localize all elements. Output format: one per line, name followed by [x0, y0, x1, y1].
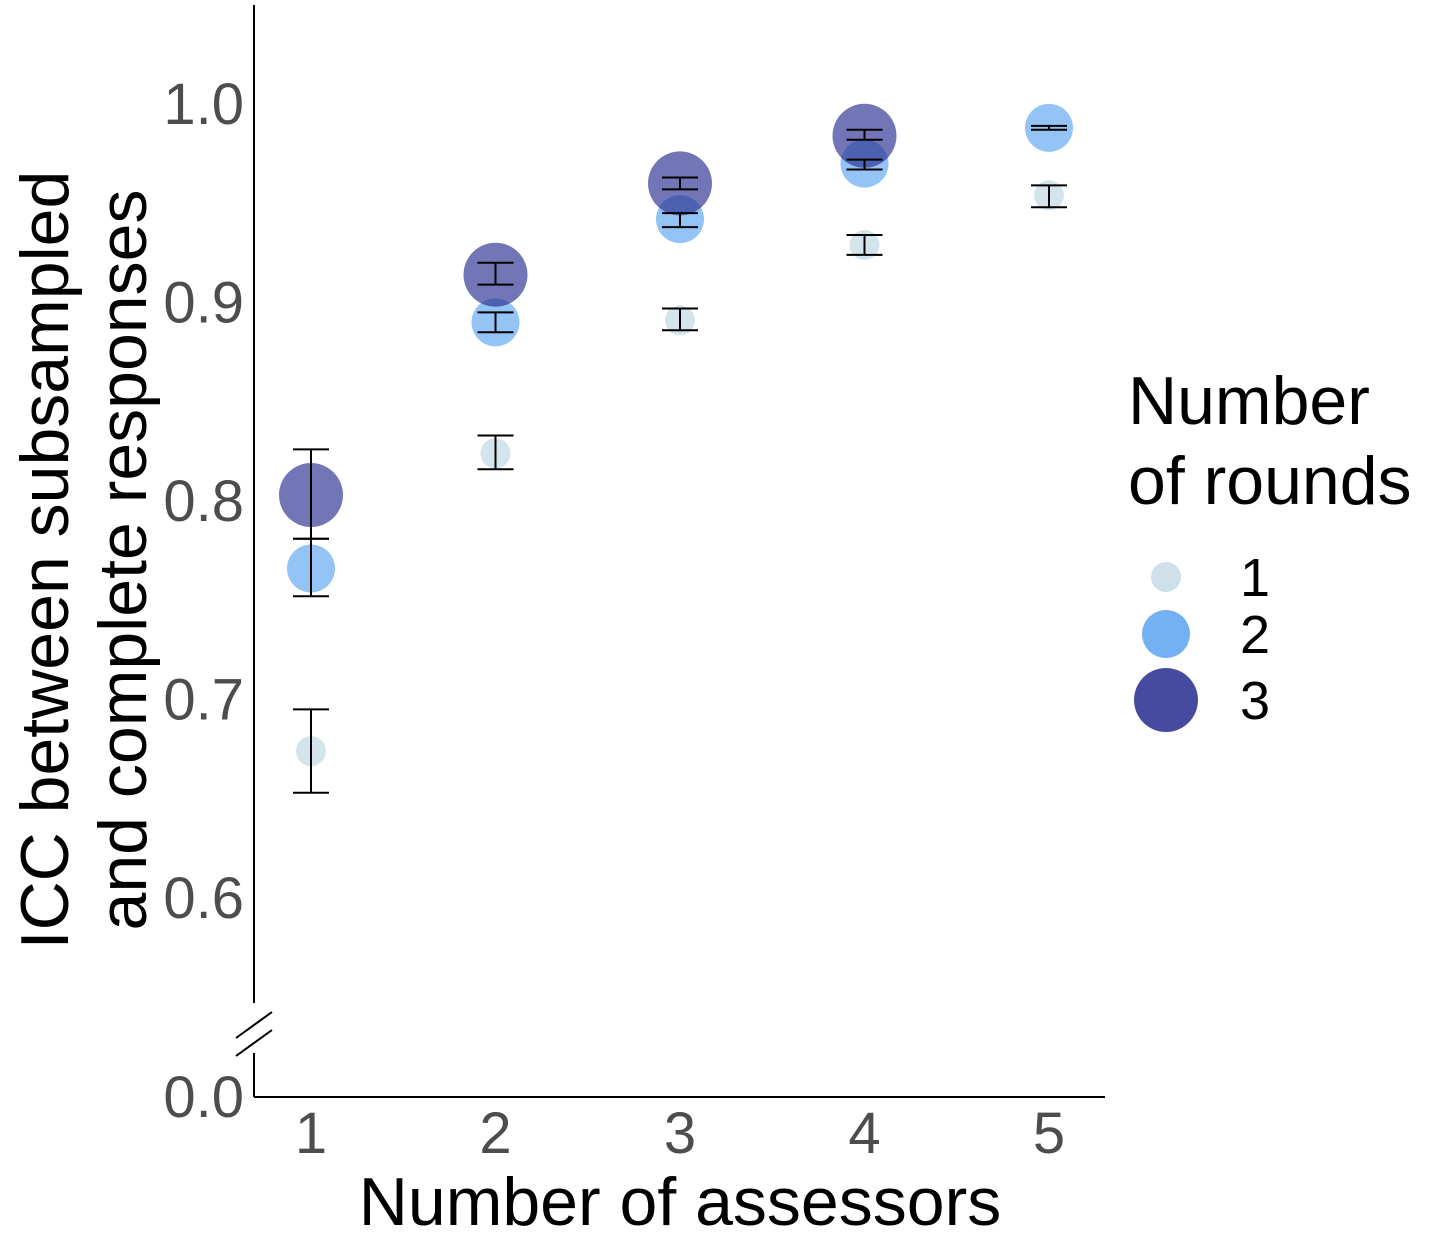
legend-key-2: [1142, 610, 1190, 658]
legend-label-2: 2: [1240, 605, 1270, 665]
legend-key-3: [1134, 668, 1198, 732]
legend-label-3: 3: [1240, 671, 1270, 731]
y-tick-label-break: 0.0: [163, 1065, 244, 1130]
legend-title-line-1: Number: [1128, 363, 1370, 439]
y-tick-label: 1.0: [163, 72, 244, 137]
x-tick-label: 2: [479, 1101, 511, 1166]
y-tick-label: 0.8: [163, 469, 244, 534]
y-tick-label: 0.6: [163, 866, 244, 931]
legend-label-1: 1: [1240, 548, 1270, 608]
y-tick-label: 0.7: [163, 668, 244, 733]
error-bars: [293, 126, 1067, 793]
x-axis-title: Number of assessors: [359, 1164, 1001, 1240]
legend-entry-3: 3: [1134, 668, 1270, 732]
legend-entries: 123: [1134, 548, 1270, 732]
y-tick-label: 0.9: [163, 271, 244, 336]
y-tick-labels: 1.0 0.9 0.8 0.7 0.6 0.0: [163, 72, 244, 1130]
x-tick-label: 1: [295, 1101, 327, 1166]
legend: Number of rounds 123: [1128, 363, 1412, 732]
x-tick-label: 3: [664, 1101, 696, 1166]
legend-entry-2: 2: [1142, 605, 1270, 665]
x-tick-label: 4: [848, 1101, 880, 1166]
x-tick-label: 5: [1033, 1101, 1065, 1166]
legend-title-line-2: of rounds: [1128, 443, 1412, 519]
legend-key-1: [1151, 562, 1181, 592]
legend-entry-1: 1: [1151, 548, 1270, 608]
y-axis-title-line-2: and complete responses: [85, 190, 161, 931]
y-axis-title-line-1: ICC between subsampled: [7, 171, 83, 950]
data-points: [279, 104, 1073, 766]
y-axis-title: ICC between subsampled and complete resp…: [7, 171, 161, 950]
x-tick-labels: 1 2 3 4 5: [295, 1101, 1065, 1166]
